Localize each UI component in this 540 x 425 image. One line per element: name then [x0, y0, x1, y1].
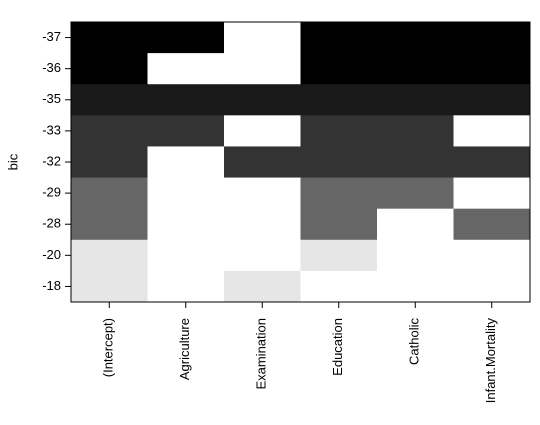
- x-tick-label: (Intercept): [101, 318, 116, 377]
- heatmap-cell-r5-c5: [453, 177, 531, 210]
- heatmap-cell-r8-c0: [71, 270, 148, 303]
- heatmap-cell-r8-c1: [147, 270, 225, 303]
- heatmap-cell-r7-c0: [71, 239, 148, 272]
- heatmap-cell-r0-c2: [224, 22, 301, 54]
- heatmap-cell-r5-c2: [224, 177, 301, 210]
- y-tick-label: -28: [42, 216, 61, 231]
- heatmap-cell-r0-c3: [300, 22, 378, 54]
- heatmap-cell-r7-c1: [147, 239, 225, 272]
- x-tick-label: Catholic: [407, 318, 422, 365]
- heatmap-cell-r5-c0: [71, 177, 148, 210]
- heatmap-cell-r1-c1: [147, 53, 225, 85]
- y-tick-label: -35: [42, 91, 61, 106]
- heatmap-cell-r3-c3: [300, 115, 378, 147]
- heatmap-cell-r4-c5: [453, 146, 531, 179]
- heatmap-cell-r7-c5: [453, 239, 531, 272]
- heatmap-cell-r3-c2: [224, 115, 301, 147]
- heatmap-cell-r6-c2: [224, 208, 301, 241]
- heatmap-cell-r4-c2: [224, 146, 301, 179]
- heatmap-cell-r6-c4: [377, 208, 454, 241]
- heatmap-cell-r8-c5: [453, 270, 531, 303]
- heatmap-cell-r6-c3: [300, 208, 378, 241]
- heatmap-cell-r2-c2: [224, 84, 301, 116]
- x-axis: (Intercept) Agriculture Examination Educati…: [101, 302, 498, 404]
- y-tick-label: -20: [42, 247, 61, 262]
- y-axis: -37 -36 -35 -33 -32 -29 -28 -20 -18: [42, 29, 71, 293]
- y-tick-label: -37: [42, 29, 61, 44]
- heatmap-cell-r0-c4: [377, 22, 454, 54]
- heatmap-cell-r0-c1: [147, 22, 225, 54]
- heatmap-cells: [71, 22, 531, 303]
- heatmap-cell-r8-c2: [224, 270, 301, 303]
- heatmap-cell-r3-c1: [147, 115, 225, 147]
- heatmap-cell-r1-c3: [300, 53, 378, 85]
- heatmap-cell-r4-c4: [377, 146, 454, 179]
- heatmap-cell-r3-c5: [453, 115, 531, 147]
- heatmap-cell-r8-c3: [300, 270, 378, 303]
- heatmap-cell-r4-c1: [147, 146, 225, 179]
- heatmap-cell-r6-c0: [71, 208, 148, 241]
- x-tick-label: Agriculture: [177, 318, 192, 380]
- heatmap-cell-r3-c0: [71, 115, 148, 147]
- x-tick-label: Infant.Mortality: [483, 318, 498, 404]
- heatmap-cell-r6-c1: [147, 208, 225, 241]
- heatmap-cell-r5-c3: [300, 177, 378, 210]
- heatmap-cell-r1-c0: [71, 53, 148, 85]
- heatmap-cell-r2-c1: [147, 84, 225, 116]
- y-tick-label: -36: [42, 60, 61, 75]
- heatmap-cell-r7-c4: [377, 239, 454, 272]
- y-tick-label: -33: [42, 122, 61, 137]
- heatmap-cell-r2-c0: [71, 84, 148, 116]
- heatmap-cell-r5-c4: [377, 177, 454, 210]
- y-tick-label: -32: [42, 153, 61, 168]
- heatmap-cell-r2-c3: [300, 84, 378, 116]
- heatmap-cell-r4-c3: [300, 146, 378, 179]
- heatmap-cell-r7-c2: [224, 239, 301, 272]
- y-tick-label: -18: [42, 278, 61, 293]
- x-tick-label: Examination: [254, 318, 269, 390]
- heatmap-cell-r5-c1: [147, 177, 225, 210]
- heatmap-cell-r3-c4: [377, 115, 454, 147]
- heatmap-cell-r1-c5: [453, 53, 531, 85]
- x-tick-label: Education: [330, 318, 345, 376]
- heatmap-cell-r7-c3: [300, 239, 378, 272]
- heatmap-cell-r2-c4: [377, 84, 454, 116]
- heatmap-cell-r1-c4: [377, 53, 454, 85]
- heatmap-cell-r1-c2: [224, 53, 301, 85]
- y-tick-label: -29: [42, 185, 61, 200]
- heatmap-cell-r0-c5: [453, 22, 531, 54]
- y-axis-title: bic: [5, 153, 20, 170]
- heatmap-cell-r2-c5: [453, 84, 531, 116]
- heatmap-cell-r6-c5: [453, 208, 531, 241]
- heatmap-cell-r4-c0: [71, 146, 148, 179]
- heatmap-cell-r8-c4: [377, 270, 454, 303]
- heatmap-cell-r0-c0: [71, 22, 148, 54]
